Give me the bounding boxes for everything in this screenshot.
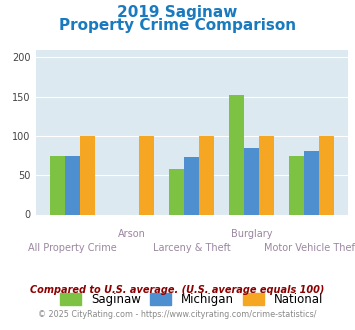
- Text: 2019 Saginaw: 2019 Saginaw: [117, 5, 238, 20]
- Bar: [140, 136, 154, 214]
- Bar: [289, 156, 304, 214]
- Bar: [80, 136, 94, 214]
- Text: Arson: Arson: [118, 229, 146, 239]
- Legend: Saginaw, Michigan, National: Saginaw, Michigan, National: [55, 288, 328, 311]
- Bar: [184, 157, 199, 214]
- Text: Burglary: Burglary: [231, 229, 272, 239]
- Bar: [319, 136, 334, 214]
- Text: Property Crime Comparison: Property Crime Comparison: [59, 18, 296, 33]
- Text: All Property Crime: All Property Crime: [28, 243, 116, 252]
- Bar: [304, 151, 319, 214]
- Bar: [50, 156, 65, 214]
- Text: © 2025 CityRating.com - https://www.cityrating.com/crime-statistics/: © 2025 CityRating.com - https://www.city…: [38, 310, 317, 318]
- Text: Motor Vehicle Theft: Motor Vehicle Theft: [264, 243, 355, 252]
- Bar: [229, 95, 244, 214]
- Text: Compared to U.S. average. (U.S. average equals 100): Compared to U.S. average. (U.S. average …: [30, 285, 325, 295]
- Bar: [169, 169, 184, 214]
- Bar: [199, 136, 214, 214]
- Text: Larceny & Theft: Larceny & Theft: [153, 243, 231, 252]
- Bar: [65, 155, 80, 214]
- Bar: [259, 136, 274, 214]
- Bar: [244, 148, 259, 214]
